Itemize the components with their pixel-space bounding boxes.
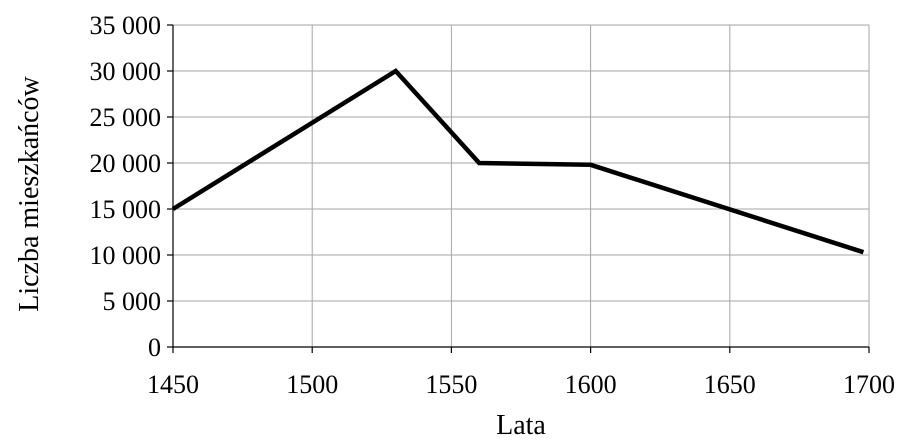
axis-layer bbox=[167, 24, 870, 353]
label-layer: Lata Liczba mieszkańców 0 5 000 10 000 15 0… bbox=[14, 11, 895, 441]
x-tick-label: 1550 bbox=[425, 370, 477, 399]
y-tick-label: 0 bbox=[148, 333, 161, 362]
series-layer bbox=[171, 68, 865, 255]
y-tick-label: 25 000 bbox=[90, 103, 162, 132]
x-tick-label: 1650 bbox=[704, 370, 756, 399]
grid-layer bbox=[173, 24, 870, 347]
x-tick-label: 1500 bbox=[286, 370, 338, 399]
y-tick-label: 10 000 bbox=[90, 241, 162, 270]
series-line bbox=[171, 68, 865, 255]
x-tick-label: 1600 bbox=[565, 370, 617, 399]
y-tick-label: 20 000 bbox=[90, 149, 162, 178]
x-axis-title: Lata bbox=[496, 410, 546, 441]
y-tick-label: 35 000 bbox=[90, 11, 162, 40]
y-tick-label: 15 000 bbox=[90, 195, 162, 224]
y-tick-label: 5 000 bbox=[103, 287, 162, 316]
x-tick-label: 1450 bbox=[147, 370, 199, 399]
x-tick-label: 1700 bbox=[843, 370, 895, 399]
y-axis-title: Liczba mieszkańców bbox=[14, 75, 45, 311]
y-tick-label: 30 000 bbox=[90, 57, 162, 86]
